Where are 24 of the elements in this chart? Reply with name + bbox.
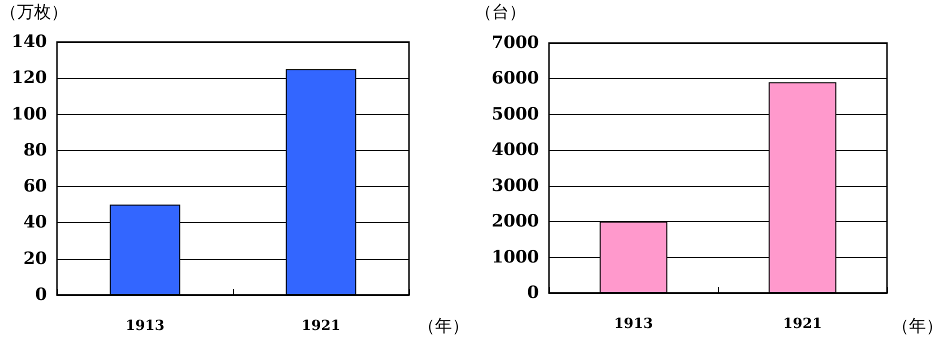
y-tick-label: 4000 bbox=[492, 140, 540, 160]
x-axis-title: （年） bbox=[418, 316, 469, 336]
y-tick-label: 7000 bbox=[492, 33, 540, 53]
x-tick-label: 1913 bbox=[614, 316, 653, 332]
y-tick-label: 0 bbox=[35, 285, 48, 305]
y-tick-label: 3000 bbox=[492, 176, 540, 196]
y-tick-label: 6000 bbox=[492, 68, 540, 89]
y-tick-label: 120 bbox=[12, 68, 48, 88]
y-tick-label: 60 bbox=[23, 176, 48, 197]
y-tick-label: 0 bbox=[527, 283, 540, 303]
y-tick-label: 100 bbox=[12, 104, 48, 124]
x-axis-title: （年） bbox=[892, 316, 943, 336]
x-tick-label: 1913 bbox=[126, 318, 164, 334]
y-axis-title: （万枚） bbox=[0, 2, 68, 22]
y-axis-title: （台） bbox=[475, 2, 526, 22]
y-tick-label: 5000 bbox=[492, 104, 540, 124]
y-tick-label: 80 bbox=[23, 140, 48, 160]
x-tick-label: 1921 bbox=[783, 316, 822, 332]
y-tick-label: 1000 bbox=[492, 247, 540, 268]
x-tick-label: 1921 bbox=[302, 318, 340, 334]
y-tick-label: 140 bbox=[12, 32, 48, 52]
y-tick-label: 2000 bbox=[492, 212, 540, 232]
y-tick-label: 40 bbox=[23, 212, 48, 233]
y-tick-label: 20 bbox=[23, 248, 48, 269]
